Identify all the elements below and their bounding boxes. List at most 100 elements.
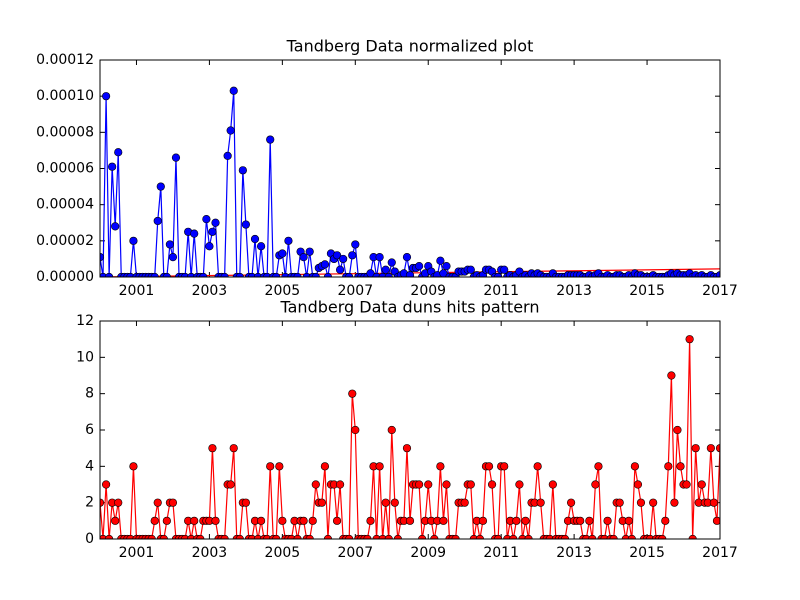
marker xyxy=(576,516,585,525)
y-tick-label: 0.00008 xyxy=(36,124,94,140)
marker xyxy=(393,534,402,539)
marker xyxy=(363,534,372,539)
marker xyxy=(405,271,415,277)
y-tick-label: 0 xyxy=(85,531,94,547)
marker xyxy=(521,516,530,525)
marker xyxy=(187,534,196,539)
marker xyxy=(381,498,390,507)
marker xyxy=(111,516,120,525)
marker xyxy=(509,534,518,539)
marker xyxy=(503,534,512,539)
y-tick-label: 0.00000 xyxy=(36,269,94,285)
marker xyxy=(661,516,670,525)
marker xyxy=(311,272,320,277)
marker xyxy=(180,534,190,539)
plot-area xyxy=(100,321,720,539)
marker xyxy=(460,498,469,507)
marker xyxy=(402,444,412,453)
marker xyxy=(378,534,387,539)
marker xyxy=(415,480,424,489)
marker xyxy=(372,272,381,277)
marker xyxy=(284,236,293,245)
marker xyxy=(636,498,646,507)
marker xyxy=(147,534,156,539)
marker xyxy=(238,166,247,175)
marker xyxy=(351,425,360,435)
marker xyxy=(272,534,281,539)
marker xyxy=(630,462,640,471)
marker xyxy=(293,534,302,539)
marker xyxy=(308,516,317,525)
marker xyxy=(108,162,117,171)
marker xyxy=(381,265,390,274)
y-tick-label: 12 xyxy=(76,313,94,329)
marker xyxy=(320,260,330,269)
marker xyxy=(384,534,393,539)
marker xyxy=(478,516,488,525)
marker xyxy=(101,480,111,489)
marker xyxy=(500,462,509,471)
marker xyxy=(600,534,609,539)
marker xyxy=(372,534,381,539)
marker xyxy=(250,234,260,244)
marker xyxy=(603,516,612,525)
marker xyxy=(150,516,159,525)
y-tick-label: 2 xyxy=(85,495,94,511)
marker xyxy=(469,534,478,539)
marker xyxy=(415,262,424,271)
chart-title: Tandberg Data duns hits pattern xyxy=(280,298,540,317)
marker xyxy=(424,480,433,489)
marker xyxy=(715,271,720,277)
marker xyxy=(500,265,509,274)
marker xyxy=(515,480,524,489)
marker xyxy=(545,534,554,539)
marker xyxy=(281,272,290,277)
axes-frame xyxy=(99,320,721,540)
x-tick-label: 2011 xyxy=(483,545,519,561)
marker xyxy=(712,516,720,525)
marker xyxy=(105,534,114,539)
marker xyxy=(220,534,229,539)
marker xyxy=(494,272,503,277)
marker xyxy=(591,480,600,489)
marker xyxy=(156,182,165,191)
marker xyxy=(402,253,412,262)
marker xyxy=(126,534,135,539)
marker xyxy=(226,480,235,489)
marker xyxy=(302,272,311,277)
marker xyxy=(709,498,719,507)
x-tick-label: 2013 xyxy=(556,545,592,561)
marker xyxy=(129,462,138,471)
x-tick-label: 2007 xyxy=(337,545,373,561)
marker xyxy=(645,534,655,539)
marker xyxy=(348,389,357,398)
y-tick-label: 8 xyxy=(85,386,94,402)
marker xyxy=(208,227,217,236)
marker xyxy=(658,534,667,539)
marker xyxy=(293,272,302,277)
marker xyxy=(621,534,630,539)
chart-title: Tandberg Data normalized plot xyxy=(286,37,534,56)
marker xyxy=(226,126,235,135)
marker xyxy=(229,86,238,95)
y-tick-label: 6 xyxy=(85,422,94,438)
marker xyxy=(375,462,384,471)
marker xyxy=(241,220,250,229)
marker xyxy=(305,247,314,256)
marker xyxy=(323,534,333,539)
marker xyxy=(685,335,694,344)
marker xyxy=(205,242,214,251)
marker xyxy=(682,480,691,489)
marker xyxy=(247,272,257,277)
marker xyxy=(585,516,594,525)
marker xyxy=(211,516,220,525)
marker xyxy=(211,218,220,227)
y-tick-label: 10 xyxy=(76,349,94,365)
marker xyxy=(548,480,557,489)
marker xyxy=(187,272,196,277)
marker xyxy=(235,534,244,539)
marker xyxy=(256,516,266,525)
x-tick-label: 2011 xyxy=(483,283,519,299)
marker xyxy=(384,272,393,277)
